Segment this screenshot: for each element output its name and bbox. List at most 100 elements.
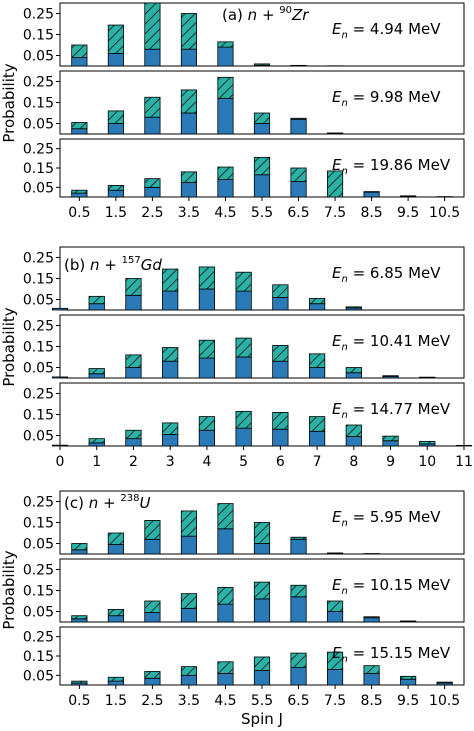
y-tick-label: 0.15	[23, 584, 54, 600]
bar-hatched	[400, 675, 417, 680]
group-title-b: (b) n + 157Gd	[64, 255, 162, 274]
bar-solid	[107, 544, 124, 555]
panel-c-2: 0.05 0.15 0.25 En = 10.15 MeV	[23, 558, 465, 623]
panel-a-3: 0.05 0.15 0.25 0.5 1.5 2.5 3.5 4.5 5.5 6.5 7.5 8.5 9…	[23, 138, 465, 221]
bar-hatched	[71, 543, 88, 551]
bar-solid	[290, 667, 307, 686]
bar-hatched	[217, 503, 234, 530]
bar-hatched	[180, 666, 198, 676]
bar-solid	[217, 673, 234, 686]
bar-hatched	[235, 410, 252, 429]
bar-solid	[253, 670, 271, 686]
bar-solid	[345, 372, 362, 379]
bar-hatched	[125, 354, 142, 368]
bar-solid	[125, 438, 142, 447]
bar-hatched	[180, 13, 198, 50]
bar-solid	[308, 303, 326, 311]
bar-hatched	[436, 681, 453, 684]
bar-hatched	[162, 268, 179, 292]
bar-solid	[235, 356, 252, 379]
bar-hatched	[71, 122, 88, 130]
y-tick-label: 0.05	[23, 361, 54, 377]
x-tick-label: 7.5	[324, 693, 346, 709]
panel-b-3: 0.05 0.15 0.25 0 1 2 3 4 5 6 7 8 9 10 11 En = 14.77 MeV	[23, 382, 473, 470]
y-tick-label: 0.15	[23, 516, 54, 532]
bar-hatched	[88, 368, 105, 375]
bar-solid	[144, 612, 161, 623]
x-tick-label: 0	[56, 454, 65, 470]
bar-solid	[107, 53, 124, 67]
y-tick-label: 0.05	[23, 293, 54, 309]
bar-solid	[71, 549, 88, 555]
bar-solid	[217, 528, 234, 555]
bar-hatched	[217, 41, 234, 48]
y-tick-label: 0.05	[23, 537, 54, 553]
bar-solid	[88, 303, 105, 311]
bar-solid	[180, 182, 198, 198]
x-tick-label: 7.5	[324, 205, 346, 221]
bar-solid	[345, 436, 362, 447]
panel-b-2: 0.05 0.15 0.25 En = 10.41 MeV	[23, 314, 465, 379]
bar-solid	[144, 677, 161, 686]
bar-solid	[51, 444, 69, 447]
x-tick-label: 8.5	[360, 205, 382, 221]
bar-hatched	[382, 375, 399, 377]
bar-hatched	[326, 170, 344, 198]
bar-hatched	[308, 353, 326, 368]
bar-hatched	[107, 110, 124, 124]
x-tick-label: 2.5	[141, 693, 163, 709]
bar-hatched	[272, 411, 289, 430]
panel-c-1: 0.05 0.15 0.25 En = 5.95 MeV	[23, 490, 465, 555]
bar-solid	[290, 181, 307, 198]
bar-solid	[51, 307, 69, 311]
y-tick-label: 0.05	[23, 605, 54, 621]
x-tick-label: 9.5	[397, 205, 419, 221]
bar-solid	[180, 535, 198, 555]
x-tick-label: 3	[166, 454, 175, 470]
bar-solid	[144, 186, 161, 198]
bar-hatched	[253, 112, 271, 124]
y-tick-label: 0.05	[23, 429, 54, 445]
bar-hatched	[88, 295, 105, 305]
panel-b-1: 0.05 0.15 0.25 En = 6.85 MeV	[23, 246, 465, 311]
bar-hatched	[253, 156, 271, 176]
bar-hatched	[107, 609, 124, 617]
bar-hatched	[71, 680, 88, 684]
bar-hatched	[71, 615, 88, 620]
x-tick-label: 1	[92, 454, 101, 470]
x-tick-label: 5.5	[251, 693, 273, 709]
bar-solid	[253, 123, 271, 135]
y-tick-label: 0.25	[23, 495, 54, 511]
bar-solid	[125, 294, 142, 311]
bar-solid	[198, 288, 216, 311]
bar-hatched	[144, 178, 161, 188]
bar-hatched	[217, 166, 234, 181]
bar-solid	[272, 428, 289, 447]
bar-solid	[217, 46, 234, 67]
bar-hatched	[217, 661, 234, 674]
ylabel-group-c: Probability	[0, 550, 18, 629]
bar-hatched	[326, 600, 344, 612]
energy-label: En = 15.15 MeV	[332, 644, 451, 665]
x-tick-label: 5	[239, 454, 248, 470]
bar-hatched	[272, 284, 289, 298]
y-tick-label: 0.05	[23, 117, 54, 133]
x-tick-label: 0.5	[68, 205, 90, 221]
bar-hatched	[125, 278, 142, 296]
x-tick-label: 10	[418, 454, 436, 470]
bar-hatched	[180, 510, 198, 537]
bar-hatched	[217, 586, 234, 605]
y-tick-label: 0.25	[23, 251, 54, 267]
bar-hatched	[107, 532, 124, 545]
bar-solid	[363, 617, 380, 623]
bar-solid	[88, 442, 105, 447]
x-tick-label: 11	[455, 454, 473, 470]
bar-solid	[71, 192, 88, 198]
bar-hatched	[107, 24, 124, 54]
bar-solid	[180, 112, 198, 135]
bar-solid	[217, 603, 234, 623]
bar-hatched	[217, 76, 234, 99]
y-tick-label: 0.25	[23, 387, 54, 403]
bar-hatched	[107, 184, 124, 191]
bar-solid	[308, 430, 326, 447]
